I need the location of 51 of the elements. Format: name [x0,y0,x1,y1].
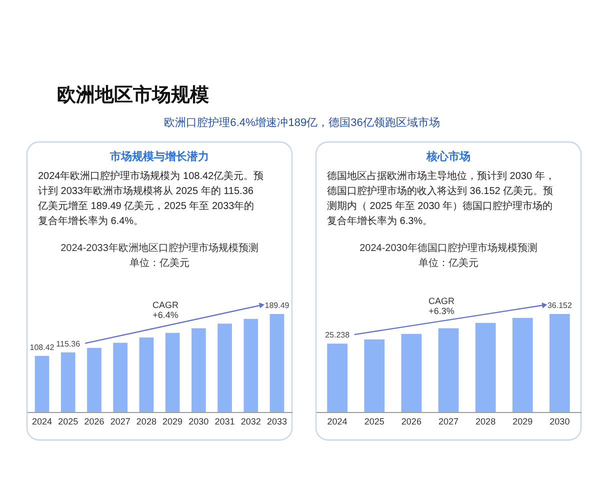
bar [165,332,180,412]
chart-subtitle: 单位：亿美元 [418,257,478,269]
chart-subtitle: 单位：亿美元 [130,257,190,269]
chart-title: 2024-2033年欧洲地区口腔护理市场规模预测 [60,242,258,254]
bar [549,314,570,412]
x-tick-label: 2025 [364,416,384,426]
x-tick-label: 2027 [438,416,459,426]
annotation: CAGR +6.3% [428,296,455,316]
x-tick-label: 2028 [136,416,156,426]
bar [438,328,459,412]
text: 欧洲地区市场规模 [57,84,209,106]
x-tick-label: 2032 [240,416,261,426]
data-label: 36.152 [547,301,572,310]
bar [34,356,50,412]
x-tick-label: 2030 [188,416,209,426]
bar [191,328,206,412]
x-tick-label: 2024 [32,416,52,426]
text: 德国地区占据欧洲市场主导地位，预计到 2030 年，德国口腔护理市场的收入将达到 36.152 亿美元。预测期内（ 2025 年至 2030 年）德国口腔护理市场的复合年增长率为 6.3%。 [327,170,555,227]
x-tick-label: 2024 [327,416,348,426]
bar [512,318,533,412]
x-tick-label: 2025 [58,416,78,426]
x-tick-label: 2033 [266,416,288,426]
text: 欧洲口腔护理6.4%增速冲189亿，德国36亿领跑区域市场 [164,116,440,129]
x-tick-label: 2029 [512,416,533,426]
data-label: 115.36 [56,339,81,348]
text: 核心市场 [426,150,470,163]
bar [364,339,385,412]
x-tick-label: 2031 [214,416,235,426]
bar [60,352,76,412]
x-tick-label: 2027 [110,416,130,426]
bar [270,314,284,412]
bar [475,322,496,412]
bar [218,324,232,412]
bar [401,334,422,412]
bar [244,318,258,412]
data-label: 108.42 [30,342,55,352]
bar [139,338,154,412]
x-tick-label: 2026 [84,416,104,426]
x-tick-label: 2026 [401,416,422,426]
text: 2024年欧洲口腔护理市场规模为 108.42亿美元。预计到 2033年欧洲市场规模将从 2025 年的 115.36 亿美元增至 189.49 亿美元，2025 年至 2033年的复合年增长率为 6.4%。 [37,170,264,227]
data-label: 189.49 [264,301,290,310]
bar [327,344,348,412]
bar [113,342,128,412]
x-tick-label: 2028 [476,416,496,426]
annotation: CAGR +6.4% [152,300,180,320]
x-tick-label: 2030 [550,416,570,426]
bar [87,348,102,412]
text: 市场规模与增长潜力 [109,150,209,163]
data-label: 25.238 [325,330,350,340]
chart-title: 2024-2030年德国口腔护理市场规模预测 [360,242,538,254]
x-tick-label: 2029 [162,416,183,426]
